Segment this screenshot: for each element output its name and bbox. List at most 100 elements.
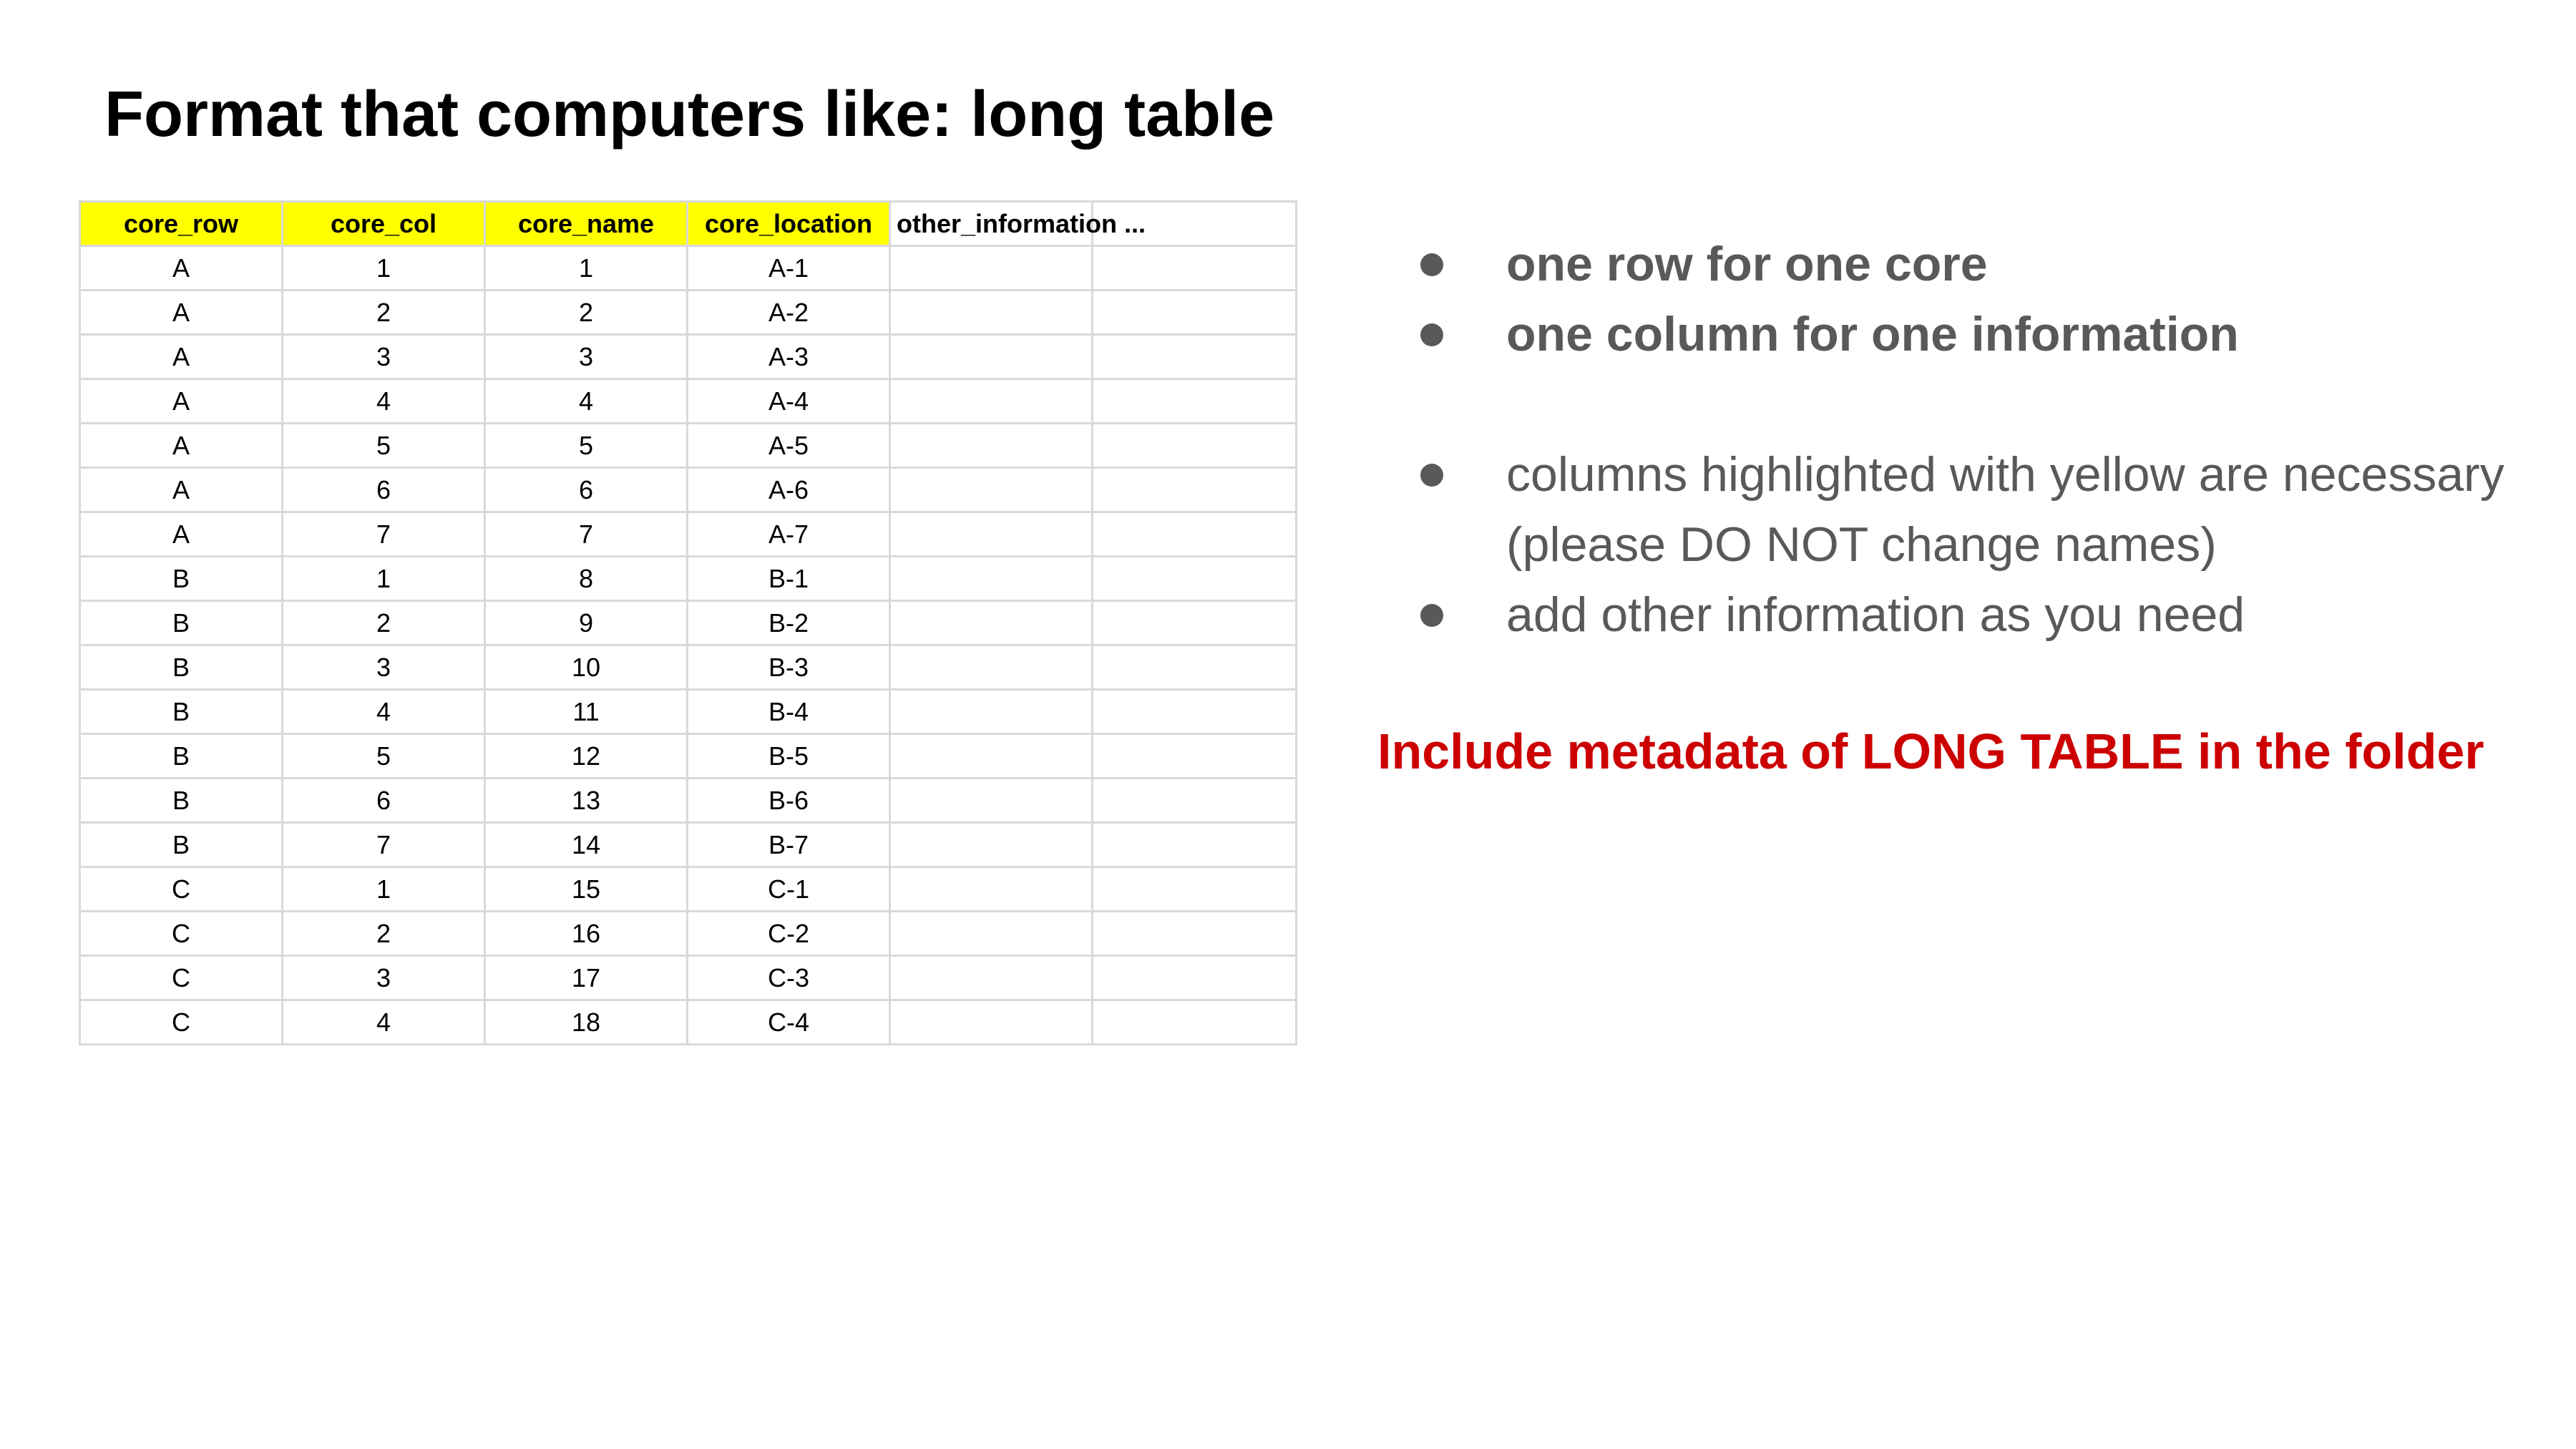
core-name-cell[interactable]: 13 — [484, 777, 688, 824]
core-col-cell[interactable]: 5 — [281, 422, 486, 469]
empty-cell[interactable] — [1091, 733, 1297, 779]
empty-cell[interactable] — [1091, 289, 1297, 336]
core-name-cell[interactable]: 4 — [484, 378, 688, 424]
empty-cell[interactable] — [1091, 245, 1297, 291]
core-col-cell[interactable]: 3 — [281, 955, 486, 1001]
empty-cell[interactable] — [1091, 821, 1297, 868]
core-name-cell[interactable]: 8 — [484, 555, 688, 602]
core-location-cell[interactable]: B-6 — [686, 777, 891, 824]
other-information-cell[interactable] — [889, 555, 1093, 602]
core-row-cell[interactable]: B — [79, 777, 283, 824]
empty-cell[interactable] — [1091, 467, 1297, 513]
other-information-cell[interactable] — [889, 378, 1093, 424]
core-location-cell[interactable]: A-4 — [686, 378, 891, 424]
core-col-cell[interactable]: 1 — [281, 555, 486, 602]
core-location-cell[interactable]: A-5 — [686, 422, 891, 469]
header-core-location[interactable]: core_location — [686, 200, 891, 247]
core-col-cell[interactable]: 1 — [281, 245, 486, 291]
core-location-cell[interactable]: C-2 — [686, 910, 891, 957]
core-location-cell[interactable]: B-2 — [686, 600, 891, 646]
core-row-cell[interactable]: A — [79, 467, 283, 513]
other-information-cell[interactable] — [889, 511, 1093, 557]
empty-cell[interactable] — [1091, 777, 1297, 824]
other-information-cell[interactable] — [889, 600, 1093, 646]
empty-cell[interactable] — [1091, 866, 1297, 912]
core-col-cell[interactable]: 7 — [281, 821, 486, 868]
core-col-cell[interactable]: 2 — [281, 600, 486, 646]
empty-cell[interactable] — [1091, 688, 1297, 735]
other-information-cell[interactable] — [889, 910, 1093, 957]
core-name-cell[interactable]: 6 — [484, 467, 688, 513]
core-row-cell[interactable]: B — [79, 733, 283, 779]
core-row-cell[interactable]: C — [79, 910, 283, 957]
core-name-cell[interactable]: 14 — [484, 821, 688, 868]
core-name-cell[interactable]: 12 — [484, 733, 688, 779]
other-information-cell[interactable] — [889, 955, 1093, 1001]
core-col-cell[interactable]: 4 — [281, 378, 486, 424]
core-location-cell[interactable]: A-6 — [686, 467, 891, 513]
empty-cell[interactable] — [1091, 910, 1297, 957]
core-name-cell[interactable]: 17 — [484, 955, 688, 1001]
other-information-cell[interactable] — [889, 333, 1093, 380]
core-row-cell[interactable]: A — [79, 245, 283, 291]
core-col-cell[interactable]: 4 — [281, 999, 486, 1045]
core-col-cell[interactable]: 6 — [281, 777, 486, 824]
other-information-cell[interactable] — [889, 688, 1093, 735]
core-location-cell[interactable]: B-5 — [686, 733, 891, 779]
empty-cell[interactable] — [1091, 555, 1297, 602]
core-row-cell[interactable]: B — [79, 688, 283, 735]
core-location-cell[interactable]: B-4 — [686, 688, 891, 735]
core-row-cell[interactable]: A — [79, 422, 283, 469]
core-row-cell[interactable]: A — [79, 289, 283, 336]
core-location-cell[interactable]: C-4 — [686, 999, 891, 1045]
core-name-cell[interactable]: 2 — [484, 289, 688, 336]
core-location-cell[interactable]: A-2 — [686, 289, 891, 336]
empty-cell[interactable] — [1091, 333, 1297, 380]
core-location-cell[interactable]: B-7 — [686, 821, 891, 868]
core-name-cell[interactable]: 3 — [484, 333, 688, 380]
empty-cell[interactable] — [1091, 600, 1297, 646]
empty-cell[interactable] — [1091, 644, 1297, 691]
core-col-cell[interactable]: 3 — [281, 333, 486, 380]
core-location-cell[interactable]: A-3 — [686, 333, 891, 380]
core-location-cell[interactable]: B-3 — [686, 644, 891, 691]
core-name-cell[interactable]: 5 — [484, 422, 688, 469]
core-col-cell[interactable]: 1 — [281, 866, 486, 912]
core-location-cell[interactable]: A-1 — [686, 245, 891, 291]
header-core-col[interactable]: core_col — [281, 200, 486, 247]
other-information-cell[interactable] — [889, 866, 1093, 912]
core-col-cell[interactable]: 6 — [281, 467, 486, 513]
core-col-cell[interactable]: 5 — [281, 733, 486, 779]
empty-cell[interactable] — [1091, 422, 1297, 469]
core-location-cell[interactable]: C-3 — [686, 955, 891, 1001]
core-col-cell[interactable]: 2 — [281, 289, 486, 336]
other-information-cell[interactable] — [889, 644, 1093, 691]
core-location-cell[interactable]: A-7 — [686, 511, 891, 557]
core-row-cell[interactable]: C — [79, 955, 283, 1001]
core-name-cell[interactable]: 18 — [484, 999, 688, 1045]
core-col-cell[interactable]: 3 — [281, 644, 486, 691]
core-col-cell[interactable]: 7 — [281, 511, 486, 557]
other-information-cell[interactable] — [889, 777, 1093, 824]
core-location-cell[interactable]: B-1 — [686, 555, 891, 602]
other-information-cell[interactable] — [889, 733, 1093, 779]
core-name-cell[interactable]: 7 — [484, 511, 688, 557]
core-name-cell[interactable]: 11 — [484, 688, 688, 735]
other-information-cell[interactable] — [889, 467, 1093, 513]
other-information-cell[interactable] — [889, 821, 1093, 868]
core-name-cell[interactable]: 15 — [484, 866, 688, 912]
empty-cell[interactable] — [1091, 955, 1297, 1001]
core-row-cell[interactable]: A — [79, 511, 283, 557]
empty-cell[interactable] — [1091, 378, 1297, 424]
core-name-cell[interactable]: 16 — [484, 910, 688, 957]
core-row-cell[interactable]: B — [79, 555, 283, 602]
core-row-cell[interactable]: B — [79, 821, 283, 868]
core-row-cell[interactable]: C — [79, 999, 283, 1045]
empty-cell[interactable] — [1091, 511, 1297, 557]
other-information-cell[interactable] — [889, 289, 1093, 336]
header-core-row[interactable]: core_row — [79, 200, 283, 247]
other-information-cell[interactable] — [889, 245, 1093, 291]
header-core-name[interactable]: core_name — [484, 200, 688, 247]
core-col-cell[interactable]: 2 — [281, 910, 486, 957]
core-col-cell[interactable]: 4 — [281, 688, 486, 735]
